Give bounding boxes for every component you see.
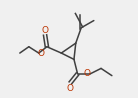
Text: O: O <box>83 69 90 78</box>
Text: O: O <box>38 49 45 58</box>
Text: O: O <box>67 84 74 93</box>
Text: O: O <box>42 26 49 35</box>
